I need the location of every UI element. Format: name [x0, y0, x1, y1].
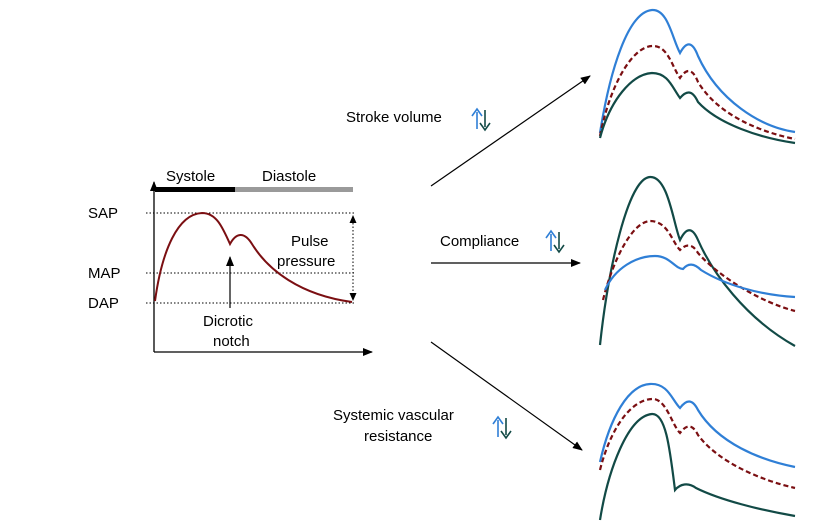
stroke-volume-waveforms	[598, 8, 796, 145]
systole-bar	[155, 187, 235, 192]
diastole-label: Diastole	[262, 168, 316, 185]
pulse-pressure-label-line2: pressure	[277, 253, 335, 270]
compliance-waveforms	[598, 175, 796, 347]
decreased-waveform	[598, 71, 796, 145]
baseline-waveform	[601, 219, 796, 313]
map-label: MAP	[88, 265, 121, 282]
dap-label: DAP	[88, 295, 119, 312]
svr-label-line1: Systemic vascular	[333, 407, 454, 424]
arrow-to-stroke-volume	[430, 75, 591, 187]
pulse-pressure-label-line1: Pulse	[291, 233, 329, 250]
dicrotic-notch-label-line1: Dicrotic	[203, 313, 254, 330]
increased-compliance-waveform	[603, 254, 796, 299]
baseline-waveform	[598, 44, 796, 141]
decreased-compliance-waveform	[598, 175, 796, 347]
arrow-to-svr	[430, 341, 583, 451]
stroke-volume-factor: Stroke volume	[346, 107, 491, 132]
baseline-waveform	[598, 397, 796, 490]
diastole-bar	[235, 187, 353, 192]
svr-waveforms	[598, 382, 796, 521]
increased-svr-waveform	[598, 382, 796, 469]
decreased-svr-waveform	[598, 412, 796, 521]
arterial-waveform	[154, 211, 353, 303]
compliance-factor: Compliance	[440, 229, 565, 254]
systole-label: Systole	[166, 168, 215, 185]
increased-waveform	[598, 8, 796, 134]
compliance-label: Compliance	[440, 233, 519, 250]
main-pressure-plot: Systole Diastole SAP MAP DAP Pulse press…	[88, 168, 373, 356]
dicrotic-notch-label-line2: notch	[213, 333, 250, 350]
svr-factor: Systemic vascular resistance	[333, 407, 512, 445]
stroke-volume-label: Stroke volume	[346, 109, 442, 126]
svr-label-line2: resistance	[364, 428, 432, 445]
sap-label: SAP	[88, 205, 118, 222]
